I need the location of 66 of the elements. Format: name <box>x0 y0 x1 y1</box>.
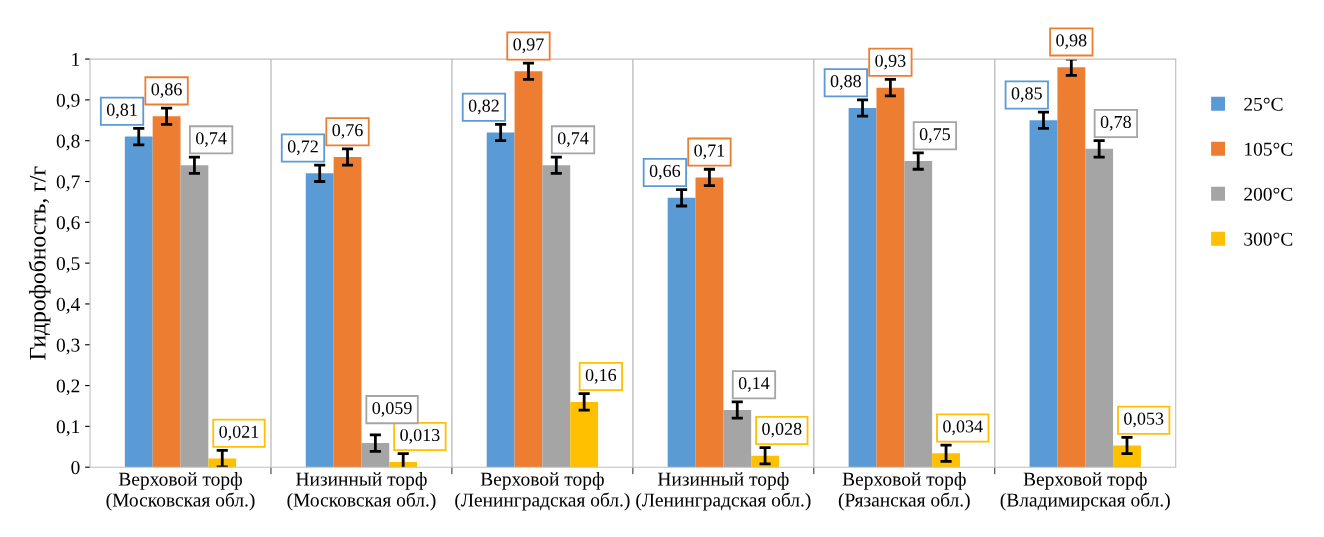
data-label: 0,14 <box>738 377 770 392</box>
bar <box>333 157 362 468</box>
data-label: 0,71 <box>694 144 725 160</box>
y-tick-label: 0,8 <box>56 134 80 151</box>
bar <box>180 165 209 468</box>
bar <box>1057 67 1086 468</box>
data-label: 0,75 <box>919 128 951 143</box>
y-tick-label: 1 <box>72 52 80 66</box>
data-label: 0,72 <box>287 140 318 156</box>
bar <box>1113 445 1141 468</box>
data-label: 0,66 <box>649 164 681 180</box>
bar <box>514 71 543 468</box>
x-tick-label: Низинный торф (Ленинградская обл.) <box>636 472 811 511</box>
x-tick-label: Верховой торф (Московская обл.) <box>106 472 255 511</box>
bar <box>361 443 390 468</box>
y-tick-label: 0,6 <box>56 216 80 233</box>
data-label: 0,76 <box>332 124 363 139</box>
bar <box>305 173 334 468</box>
bar <box>542 165 571 468</box>
data-label: 0,98 <box>1056 34 1087 50</box>
bar <box>876 87 905 468</box>
data-label: 0,74 <box>557 132 589 147</box>
y-tick-label: 0,7 <box>56 175 80 192</box>
x-tick-label: Низинный торф (Московская обл.) <box>287 472 436 511</box>
y-tick-label: 0,4 <box>56 297 81 314</box>
data-label: 0,82 <box>468 99 499 115</box>
x-tick-label: Верховой торф (Рязанская обл.) <box>838 472 970 511</box>
bar <box>570 401 599 468</box>
data-label: 0,97 <box>513 38 544 54</box>
y-tick-label: 0 <box>71 461 80 475</box>
bar <box>695 177 724 468</box>
y-tick-label: 0,3 <box>56 338 80 355</box>
data-label: 0,16 <box>585 368 617 384</box>
data-label: 0,053 <box>1124 412 1164 428</box>
x-tick-label: Верховой торф (Владимирская обл.) <box>1000 472 1170 511</box>
bar <box>667 197 696 468</box>
y-tick-label: 0,9 <box>56 93 80 110</box>
x-tick-label: Верховой торф (Ленинградская обл.) <box>455 472 630 511</box>
data-label: 0,88 <box>830 75 861 90</box>
bar <box>152 116 181 468</box>
data-label: 0,86 <box>151 83 182 98</box>
legend-label: 300°C <box>1244 232 1293 246</box>
data-label: 0,74 <box>196 132 227 147</box>
bar <box>904 161 933 468</box>
data-label: 0,021 <box>219 425 259 441</box>
bar <box>486 132 515 468</box>
data-label: 0,85 <box>1011 87 1042 103</box>
data-label: 0,028 <box>762 422 802 438</box>
bar <box>848 108 877 468</box>
y-tick-label: 0,1 <box>56 420 80 437</box>
data-label: 0,78 <box>1100 115 1131 131</box>
data-label: 0,034 <box>943 420 983 436</box>
y-tick-label: 0,5 <box>56 256 80 273</box>
data-label: 0,059 <box>372 401 412 417</box>
bar <box>1029 120 1058 468</box>
bar <box>124 136 153 468</box>
legend-label: 25°C <box>1244 97 1283 111</box>
data-label: 0,013 <box>400 428 440 444</box>
y-tick-label: 0,2 <box>56 379 80 396</box>
y-axis-title: Гидрофобность, г/г <box>28 166 51 360</box>
bar <box>723 410 752 468</box>
data-label: 0,93 <box>875 54 906 70</box>
data-label: 0,81 <box>106 103 137 119</box>
legend-label: 200°C <box>1244 187 1293 201</box>
bar <box>1085 148 1114 468</box>
legend-label: 105°C <box>1245 142 1293 156</box>
